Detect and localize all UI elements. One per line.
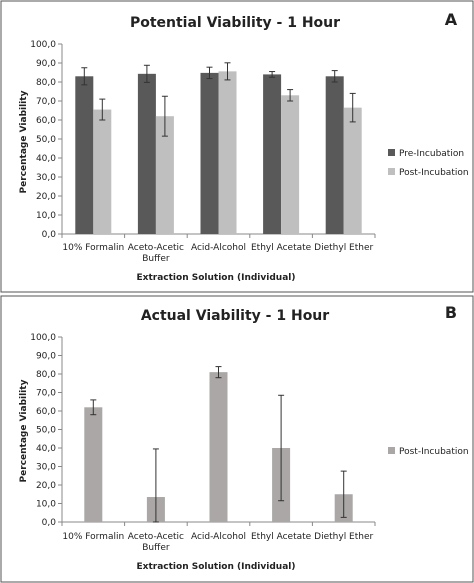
y-tick-label: 40,0: [36, 444, 56, 454]
y-tick-label: 50,0: [36, 426, 56, 436]
panel-b-xlabel: Extraction Solution (Individual): [137, 562, 296, 572]
bar: [75, 76, 94, 234]
y-tick-label: 90,0: [36, 59, 56, 69]
y-tick-label: 40,0: [36, 154, 56, 164]
y-tick-label: 10,0: [36, 211, 56, 221]
panel-b-letter: B: [445, 303, 457, 322]
y-tick-label: 70,0: [36, 97, 56, 107]
panel-a-title: Potential Viability - 1 Hour: [130, 15, 340, 31]
y-tick-label: 100,0: [30, 40, 56, 50]
x-tick-label: 10% Formalin: [62, 532, 124, 542]
x-tick-label: 10% Formalin: [62, 243, 124, 253]
panel-a-ylabel: Percentage Viability: [19, 90, 29, 193]
y-tick-label: 30,0: [36, 173, 56, 183]
bar: [200, 72, 219, 234]
y-tick-label: 30,0: [36, 463, 56, 473]
y-tick-label: 100,0: [30, 333, 56, 343]
panel-b-frame: [0, 295, 474, 583]
bar: [263, 74, 282, 235]
bar: [218, 71, 237, 234]
legend-swatch: [388, 168, 395, 175]
x-tick-label: Acid-Alcohol: [191, 243, 246, 253]
bar: [137, 73, 156, 234]
x-tick-label: Buffer: [142, 543, 170, 553]
legend-swatch: [388, 447, 395, 454]
panel-b-ylabel: Percentage Viability: [19, 379, 29, 482]
x-tick-label: Ethyl Acetate: [251, 532, 312, 542]
x-tick-label: Diethyl Ether: [314, 532, 373, 542]
bar: [209, 372, 228, 522]
y-tick-label: 70,0: [36, 389, 56, 399]
bar: [325, 76, 344, 234]
y-tick-label: 20,0: [36, 481, 56, 491]
bar: [343, 107, 362, 234]
y-tick-label: 80,0: [36, 78, 56, 88]
x-tick-label: Aceto-Acetic: [128, 243, 184, 253]
x-tick-label: Buffer: [142, 254, 170, 264]
y-tick-label: 0,0: [42, 518, 57, 528]
panel-a-letter: A: [445, 10, 458, 29]
panel-b-title: Actual Viability - 1 Hour: [141, 308, 329, 324]
legend-label: Post-Incubation: [399, 168, 469, 178]
y-tick-label: 60,0: [36, 407, 56, 417]
legend-label: Post-Incubation: [399, 447, 469, 457]
panel-a-xlabel: Extraction Solution (Individual): [137, 273, 296, 283]
bar: [155, 116, 174, 234]
x-tick-label: Aceto-Acetic: [128, 532, 184, 542]
y-tick-label: 80,0: [36, 370, 56, 380]
y-tick-label: 20,0: [36, 192, 56, 202]
panel-b-plot: 0,0 10,0 20,0 30,0 40,0 50,0 60,0 70,0 80,0 90,0 1…: [30, 333, 468, 553]
bar: [84, 407, 103, 522]
bar: [281, 95, 300, 234]
y-tick-label: 0,0: [42, 230, 57, 240]
legend-label: Pre-Incubation: [399, 149, 464, 159]
x-tick-label: Ethyl Acetate: [251, 243, 312, 253]
bar: [93, 109, 112, 234]
y-tick-label: 90,0: [36, 352, 56, 362]
panel-a-plot: 0,0 10,0 20,0 30,0 40,0 50,0 60,0 70,0 80,0 90,0 1…: [30, 40, 468, 264]
y-tick-label: 10,0: [36, 500, 56, 510]
y-tick-label: 50,0: [36, 135, 56, 145]
y-tick-label: 60,0: [36, 116, 56, 126]
x-tick-label: Acid-Alcohol: [191, 532, 246, 542]
legend-swatch: [388, 149, 395, 156]
x-tick-label: Diethyl Ether: [314, 243, 373, 253]
